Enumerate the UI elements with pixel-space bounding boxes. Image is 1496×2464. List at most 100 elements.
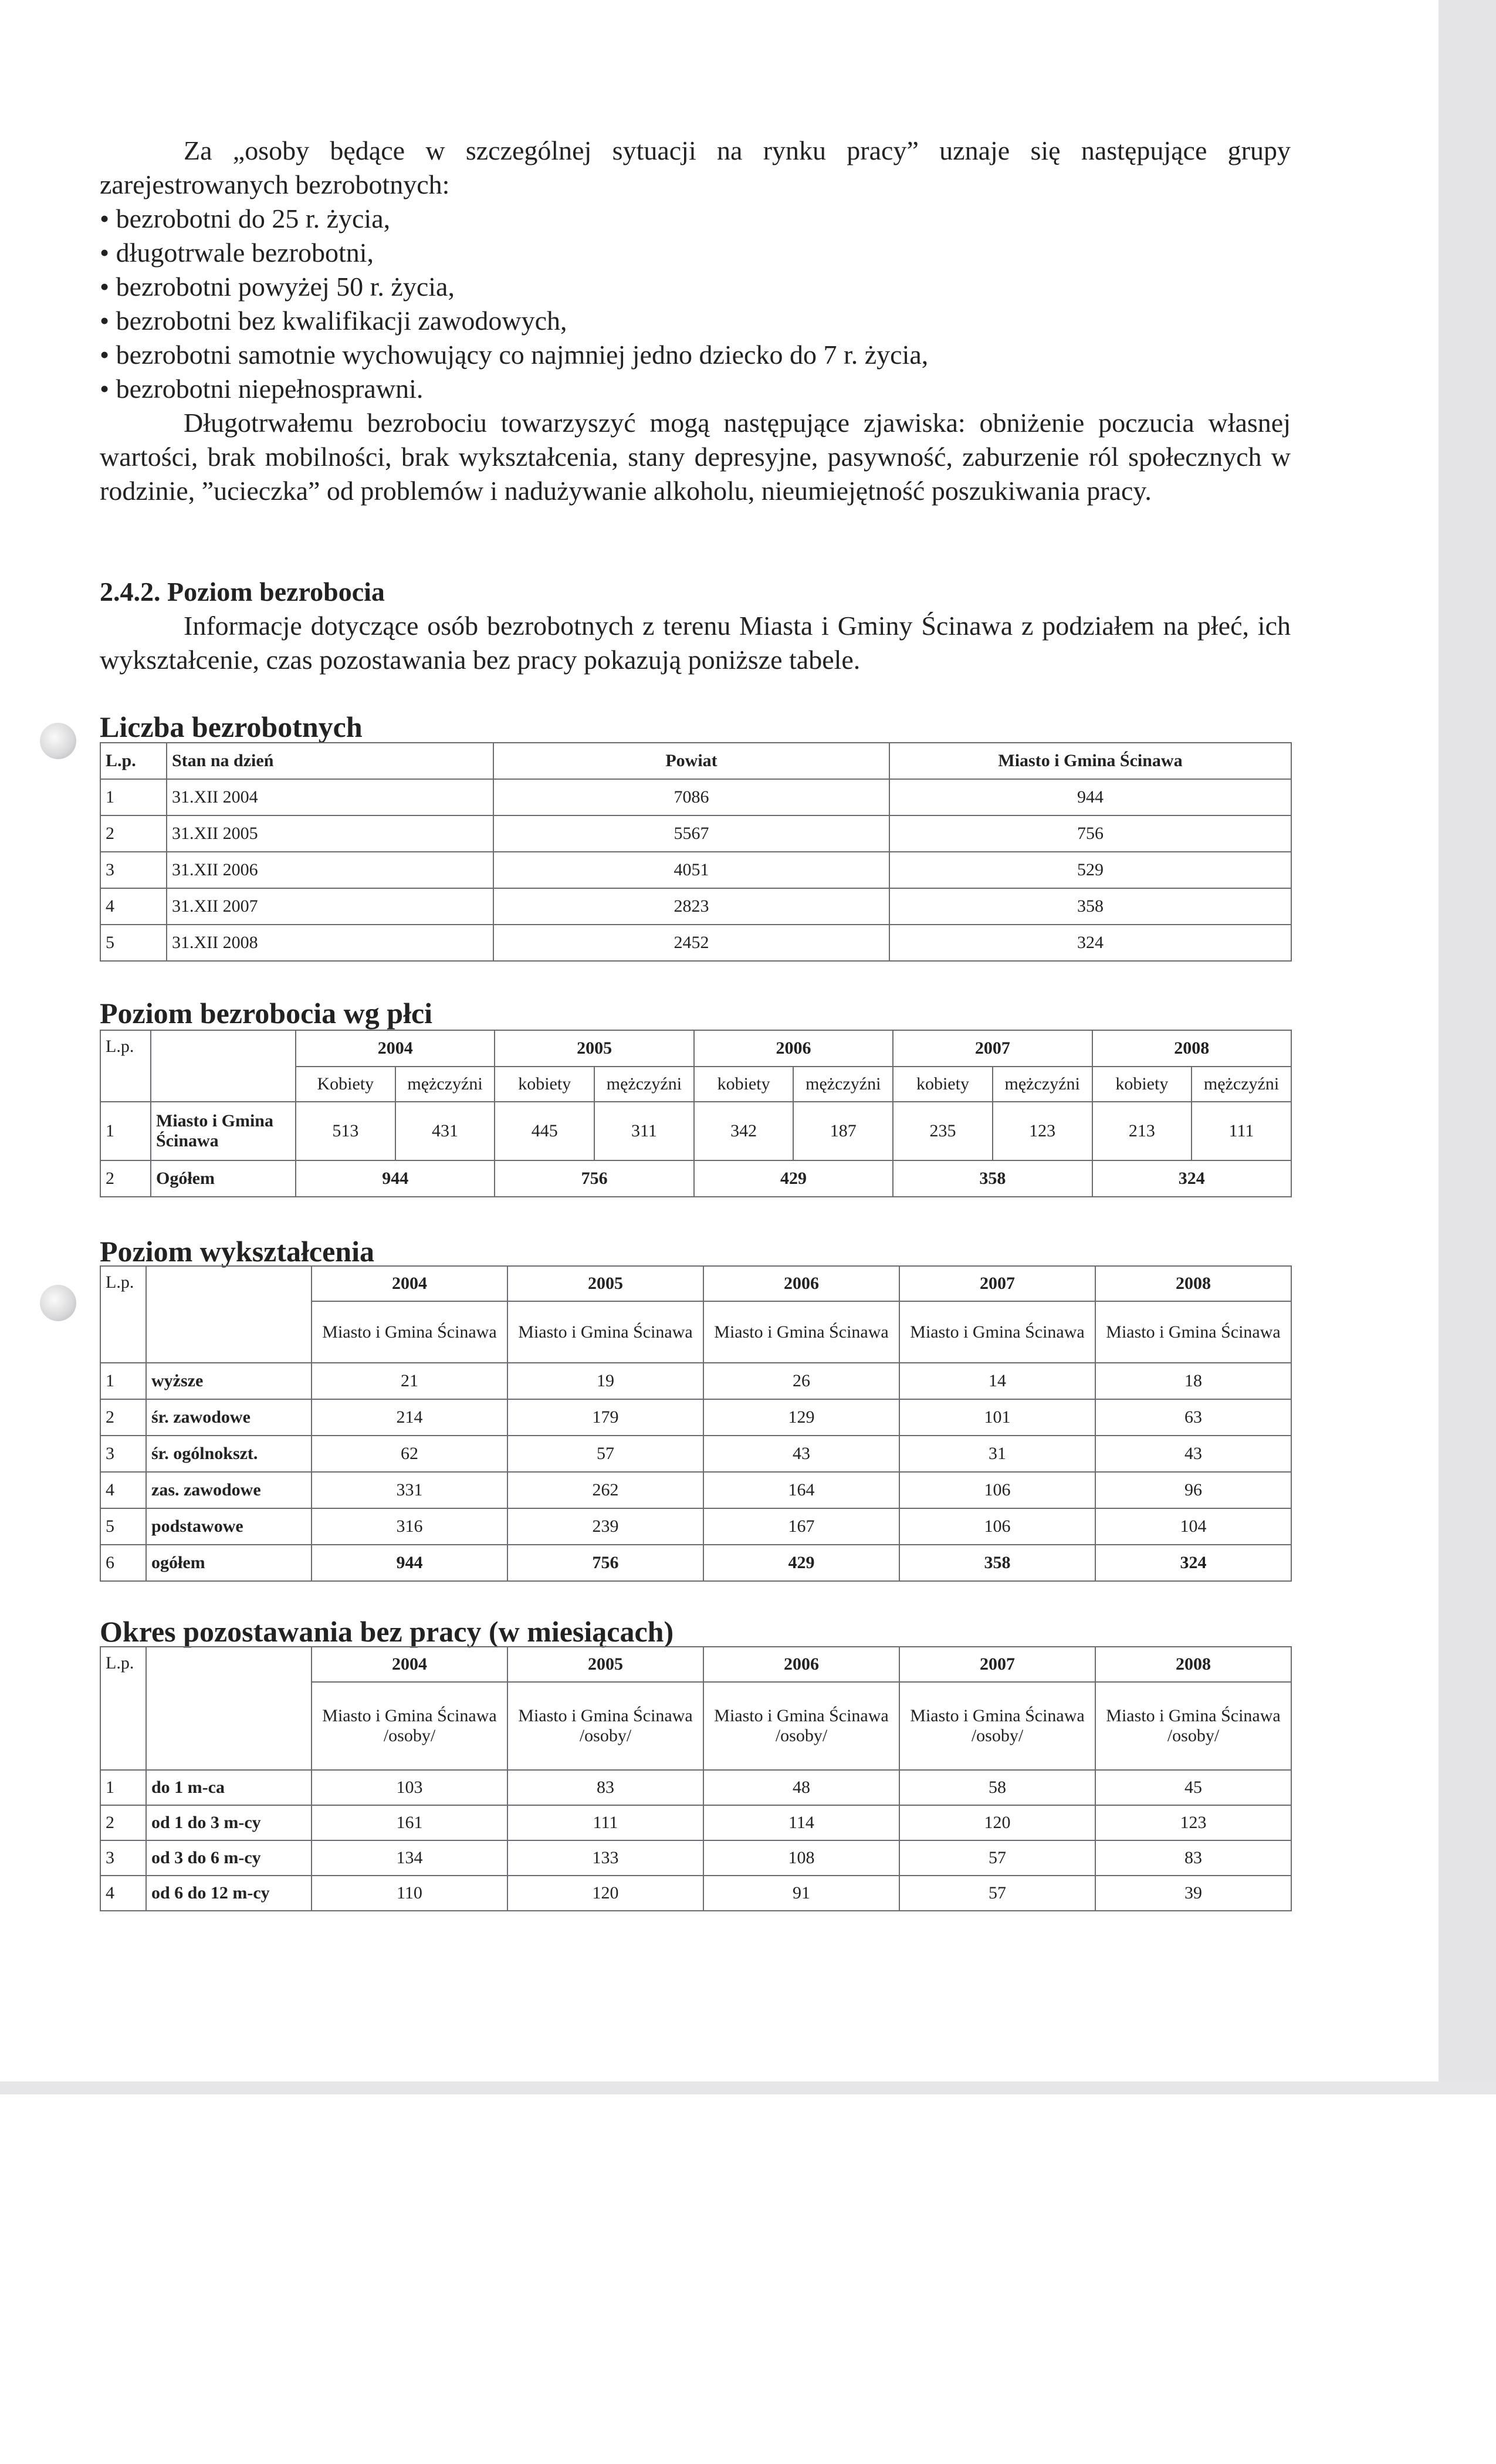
gender-header: mężczyźni: [991, 1066, 1093, 1102]
total-row: 6 ogółem 944 756 429 358 324: [100, 1544, 1292, 1582]
table4-title: Okres pozostawania bez pracy (w miesiąca…: [100, 1615, 674, 1648]
area-header: Miasto i Gmina Ścinawa: [899, 1301, 1096, 1363]
value-cell: 114: [703, 1805, 900, 1841]
year-header: 2004: [311, 1646, 508, 1683]
lp-cell: 2: [100, 1399, 147, 1436]
unemployed-count-table: L.p. Stan na dzień Powiat Miasto i Gmina Śc…: [100, 742, 1292, 962]
year-header: 2006: [693, 1030, 894, 1067]
value-cell: 111: [507, 1805, 704, 1841]
value-cell: 39: [1095, 1875, 1292, 1911]
lp-cell: 3: [100, 1435, 147, 1473]
area-header: Miasto i Gmina Ścinawa /osoby/: [507, 1681, 704, 1771]
value-cell: 31: [899, 1435, 1096, 1473]
bullet-item: bezrobotni niepełnosprawni.: [100, 372, 1291, 406]
value-cell: 104: [1095, 1508, 1292, 1545]
header-row-years: L.p. 2004 2005 2006 2007 2008: [100, 1265, 1292, 1363]
gender-header: mężczyźni: [1191, 1066, 1292, 1102]
value-cell: 311: [594, 1101, 695, 1161]
value-cell: 43: [703, 1435, 900, 1473]
header-row-area: Miasto i Gmina Ścinawa /osoby/Miasto i G…: [100, 1681, 1292, 1771]
gender-header: kobiety: [1091, 1066, 1193, 1102]
value-cell: 108: [703, 1840, 900, 1876]
table3-title: Poziom wykształcenia: [100, 1235, 374, 1268]
year-header: 2005: [494, 1030, 695, 1067]
year-header: 2004: [311, 1265, 508, 1302]
table-cell: 5567: [493, 815, 890, 852]
intro-paragraph: Długotrwałemu bezrobociu towarzyszyć mog…: [100, 408, 1291, 506]
duration-table: L.p. 2004 2005 2006 2007 2008 Miasto i Gmina Ś…: [100, 1646, 1292, 1911]
header-row-area: Miasto i Gmina Ścinawa Miasto i Gmina Ści…: [100, 1301, 1292, 1363]
table2-title: Poziom bezrobocia wg płci: [100, 997, 433, 1030]
value-cell: 179: [507, 1399, 704, 1436]
value-cell: 944: [311, 1544, 508, 1582]
value-cell: 123: [991, 1101, 1093, 1161]
year-header: 2008: [1095, 1646, 1292, 1683]
value-cell: 83: [507, 1769, 704, 1806]
value-cell: 26: [703, 1362, 900, 1400]
table-row: 1 wyższe 21 19 26 14 18: [100, 1362, 1292, 1400]
punch-hole: [40, 723, 76, 759]
education-table: L.p. 2004 2005 2006 2007 2008 Miasto i Gmina Ś…: [100, 1265, 1292, 1582]
value-cell: 111: [1191, 1101, 1292, 1161]
table-cell: 5: [100, 924, 167, 962]
gender-header: kobiety: [892, 1066, 993, 1102]
lp-header: L.p.: [100, 1030, 151, 1102]
value-cell: 262: [507, 1471, 704, 1509]
scan-edge-bottom: [0, 2081, 1496, 2094]
value-cell: 164: [703, 1471, 900, 1509]
value-cell: 331: [311, 1471, 508, 1509]
punch-hole: [40, 1285, 76, 1321]
area-header: Miasto i Gmina Ścinawa: [507, 1301, 704, 1363]
header-cell: Miasto i Gmina Ścinawa: [889, 742, 1292, 780]
value-cell: 43: [1095, 1435, 1292, 1473]
gender-header: mężczyźni: [793, 1066, 894, 1102]
value-cell: 19: [507, 1362, 704, 1400]
total-cell: 358: [892, 1160, 1093, 1197]
value-cell: 48: [703, 1769, 900, 1806]
lp-cell: 3: [100, 1840, 147, 1876]
table-cell: 31.XII 2005: [166, 815, 494, 852]
value-cell: 133: [507, 1840, 704, 1876]
row-label: podstawowe: [145, 1508, 312, 1545]
area-header: Miasto i Gmina Ścinawa: [311, 1301, 508, 1363]
header-cell: Stan na dzień: [166, 742, 494, 780]
value-cell: 58: [899, 1769, 1096, 1806]
gender-header: Kobiety: [295, 1066, 396, 1102]
value-cell: 106: [899, 1471, 1096, 1509]
bullet-item: długotrwale bezrobotni,: [100, 236, 1291, 270]
table-cell: 756: [889, 815, 1292, 852]
row-label: Ogółem: [150, 1160, 296, 1197]
gender-header: kobiety: [494, 1066, 595, 1102]
intro-block: Za „osoby będące w szczególnej sytuacji …: [100, 134, 1291, 508]
blank-header: [145, 1265, 312, 1363]
value-cell: 187: [793, 1101, 894, 1161]
value-cell: 101: [899, 1399, 1096, 1436]
value-cell: 14: [899, 1362, 1096, 1400]
header-row-gender: Kobiety mężczyźni kobiety mężczyźni kobiety m…: [100, 1066, 1292, 1102]
bullet-item: bezrobotni powyżej 50 r. życia,: [100, 270, 1291, 304]
table-cell: 31.XII 2004: [166, 779, 494, 816]
year-header: 2006: [703, 1646, 900, 1683]
year-header: 2007: [899, 1265, 1096, 1302]
year-header: 2008: [1095, 1265, 1292, 1302]
table-row: 1 Miasto i Gmina Ścinawa 513 431 445 311 342 18…: [100, 1101, 1292, 1161]
table-row: 5 31.XII 2008 2452 324: [100, 924, 1292, 962]
header-row-years: L.p. 2004 2005 2006 2007 2008: [100, 1030, 1292, 1102]
value-cell: 83: [1095, 1840, 1292, 1876]
value-cell: 18: [1095, 1362, 1292, 1400]
lp-cell: 2: [100, 1805, 147, 1841]
value-cell: 235: [892, 1101, 993, 1161]
lp-cell: 4: [100, 1471, 147, 1509]
table-cell: 31.XII 2008: [166, 924, 494, 962]
year-header: 2005: [507, 1646, 704, 1683]
lp-header: L.p.: [100, 1646, 147, 1771]
value-cell: 445: [494, 1101, 595, 1161]
value-cell: 120: [899, 1805, 1096, 1841]
lp-cell: 2: [100, 1160, 151, 1197]
value-cell: 429: [703, 1544, 900, 1582]
area-header: Miasto i Gmina Ścinawa /osoby/: [703, 1681, 900, 1771]
table-row: 3 śr. ogólnokszt. 62 57 43 31 43: [100, 1435, 1292, 1473]
header-cell: L.p.: [100, 742, 167, 780]
table-cell: 944: [889, 779, 1292, 816]
table-row: 3 31.XII 2006 4051 529: [100, 851, 1292, 889]
